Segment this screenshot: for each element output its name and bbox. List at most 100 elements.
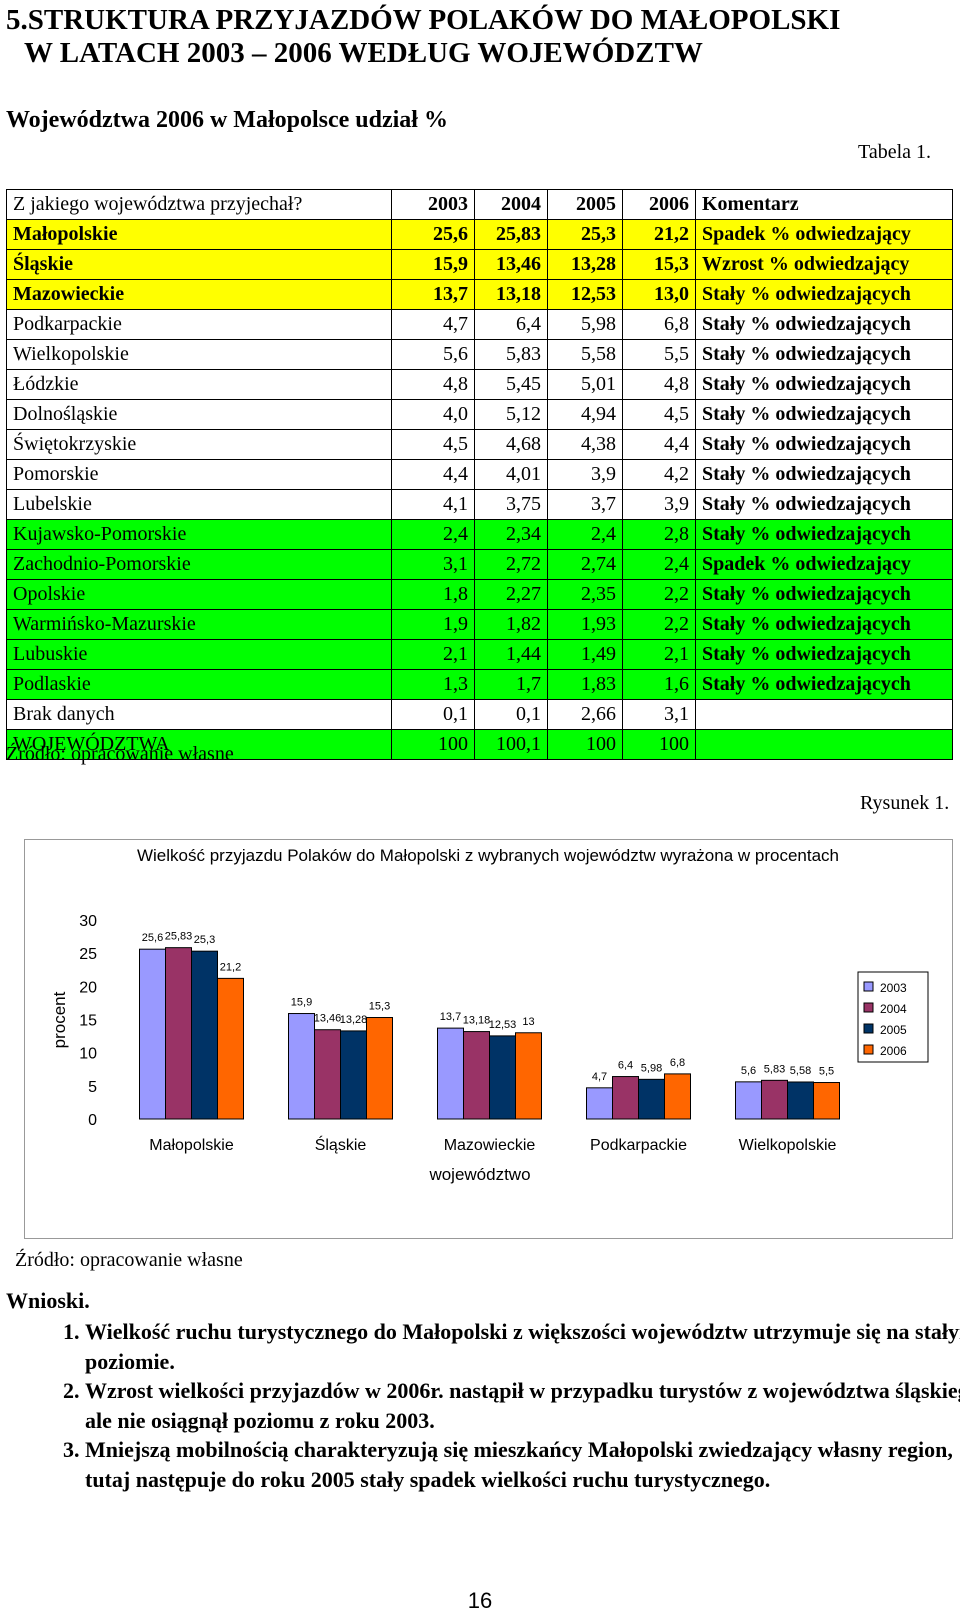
value-cell: 0,1 [474, 699, 548, 730]
value-cell: 100,1 [474, 729, 548, 760]
data-label: 5,6 [741, 1065, 756, 1077]
table-source: Źródło: opracowanie własne [6, 743, 234, 765]
bar-2003 [437, 1027, 464, 1120]
bar-2006 [217, 977, 244, 1120]
value-cell: 25,83 [474, 219, 548, 250]
y-tick-label: 25 [79, 946, 97, 963]
subheading: Województwa 2006 w Małopolsce udział % [6, 107, 448, 133]
value-cell: 13,18 [474, 279, 548, 310]
table-row: Kujawsko-Pomorskie 2,4 2,34 2,4 2,8 Stały % o… [6, 519, 953, 550]
x-tick-label: Małopolskie [149, 1137, 234, 1154]
bar-2004 [165, 947, 192, 1120]
header-region: Z jakiego województwa przyjechał? [6, 189, 392, 220]
value-cell: 12,53 [547, 279, 623, 310]
value-cell: 100 [391, 729, 475, 760]
data-label: 13 [522, 1016, 534, 1028]
value-cell: 3,1 [622, 699, 696, 730]
bar-2005 [340, 1030, 367, 1120]
value-cell: 4,5 [622, 399, 696, 430]
table-row: Zachodnio-Pomorskie 3,1 2,72 2,74 2,4 Spadek … [6, 549, 953, 580]
x-tick-label: Mazowieckie [444, 1137, 536, 1154]
bar-2005 [638, 1078, 665, 1120]
y-tick-label: 5 [88, 1079, 97, 1096]
value-cell: 100 [547, 729, 623, 760]
table-row: Opolskie 1,8 2,27 2,35 2,2 Stały % odwiedzają… [6, 579, 953, 610]
legend-swatch [863, 1023, 874, 1034]
value-cell: 13,7 [391, 279, 475, 310]
data-label: 5,58 [790, 1065, 811, 1077]
table-row: Podkarpackie 4,7 6,4 5,98 6,8 Stały % odwiedz… [6, 309, 953, 340]
value-cell: 3,9 [547, 459, 623, 490]
y-tick-label: 10 [79, 1046, 97, 1063]
table-row: Wielkopolskie 5,6 5,83 5,58 5,5 Stały % odwie… [6, 339, 953, 370]
header-2006: 2006 [622, 189, 696, 220]
chart-x-label: województwo [428, 1165, 530, 1184]
value-cell: 1,9 [391, 609, 475, 640]
comment-cell: Stały % odwiedzających [695, 459, 953, 490]
data-label: 21,2 [220, 961, 241, 973]
region-name: Pomorskie [6, 459, 392, 490]
value-cell: 2,72 [474, 549, 548, 580]
value-cell: 4,8 [622, 369, 696, 400]
comment-cell [695, 729, 953, 760]
data-label: 6,8 [670, 1057, 685, 1069]
value-cell: 2,4 [622, 549, 696, 580]
comment-cell: Stały % odwiedzających [695, 399, 953, 430]
bar-2003 [288, 1013, 315, 1120]
region-name: Dolnośląskie [6, 399, 392, 430]
value-cell: 1,49 [547, 639, 623, 670]
data-table: Z jakiego województwa przyjechał? 2003 2… [6, 189, 953, 760]
comment-cell: Stały % odwiedzających [695, 309, 953, 340]
conclusion-item: Wzrost wielkości przyjazdów w 2006r. nas… [85, 1376, 960, 1435]
table-row: Świętokrzyskie 4,5 4,68 4,38 4,4 Stały % odwi… [6, 429, 953, 460]
value-cell: 1,6 [622, 669, 696, 700]
value-cell: 1,83 [547, 669, 623, 700]
header-2003: 2003 [391, 189, 475, 220]
comment-cell: Stały % odwiedzających [695, 369, 953, 400]
value-cell: 2,4 [547, 519, 623, 550]
value-cell: 2,66 [547, 699, 623, 730]
data-label: 12,53 [489, 1019, 517, 1031]
value-cell: 4,38 [547, 429, 623, 460]
bar-2005 [787, 1081, 814, 1120]
bar-2006 [515, 1032, 542, 1120]
value-cell: 5,5 [622, 339, 696, 370]
comment-cell: Spadek % odwiedzający [695, 549, 953, 580]
y-tick-label: 0 [88, 1112, 97, 1129]
bar-2005 [191, 950, 218, 1120]
data-label: 13,7 [440, 1011, 461, 1023]
region-name: Lubuskie [6, 639, 392, 670]
value-cell: 4,4 [391, 459, 475, 490]
table-row: Mazowieckie 13,7 13,18 12,53 13,0 Stały % odw… [6, 279, 953, 310]
region-name: Lubelskie [6, 489, 392, 520]
comment-cell: Spadek % odwiedzający [695, 219, 953, 250]
value-cell: 13,28 [547, 249, 623, 280]
region-name: Świętokrzyskie [6, 429, 392, 460]
table-row: Łódzkie 4,8 5,45 5,01 4,8 Stały % odwiedzając… [6, 369, 953, 400]
value-cell: 5,98 [547, 309, 623, 340]
comment-cell: Stały % odwiedzających [695, 579, 953, 610]
value-cell: 15,3 [622, 249, 696, 280]
bar-2003 [586, 1087, 613, 1120]
table-row: Warmińsko-Mazurskie 1,9 1,82 1,93 2,2 Stały %… [6, 609, 953, 640]
value-cell: 3,7 [547, 489, 623, 520]
data-label: 25,83 [165, 931, 193, 943]
y-tick-label: 15 [79, 1013, 97, 1030]
figure-label: Rysunek 1. [860, 792, 950, 814]
value-cell: 5,45 [474, 369, 548, 400]
value-cell: 2,27 [474, 579, 548, 610]
comment-cell: Stały % odwiedzających [695, 279, 953, 310]
value-cell: 6,4 [474, 309, 548, 340]
value-cell: 4,4 [622, 429, 696, 460]
value-cell: 2,74 [547, 549, 623, 580]
value-cell: 1,8 [391, 579, 475, 610]
value-cell: 4,7 [391, 309, 475, 340]
table-row: WOJEWÓDZTWA 100 100,1 100 100 [6, 729, 953, 760]
value-cell: 3,9 [622, 489, 696, 520]
value-cell: 4,0 [391, 399, 475, 430]
bar-2003 [139, 948, 166, 1120]
value-cell: 1,93 [547, 609, 623, 640]
value-cell: 1,44 [474, 639, 548, 670]
value-cell: 13,0 [622, 279, 696, 310]
region-name: Zachodnio-Pomorskie [6, 549, 392, 580]
